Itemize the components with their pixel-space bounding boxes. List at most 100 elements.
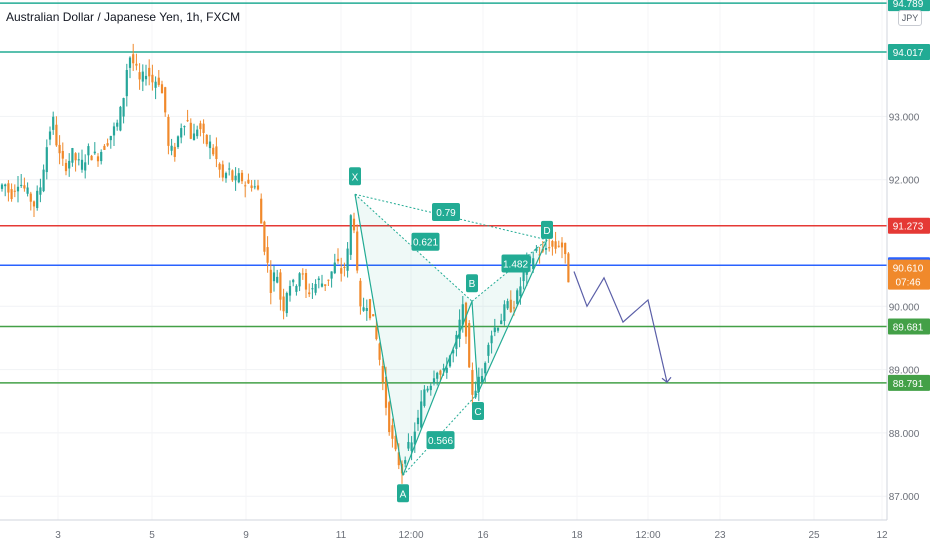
candle-body — [490, 335, 493, 344]
candle-body — [269, 269, 272, 293]
harmonic-pattern[interactable]: X A B C D 0.79 0.621 1.482 0.566 — [349, 167, 553, 503]
candle-body — [304, 273, 308, 290]
candle-body — [58, 144, 61, 154]
candle-body — [503, 304, 506, 322]
candle-body — [362, 307, 365, 311]
candle-body — [23, 185, 26, 189]
x-tick-label: 25 — [808, 530, 820, 541]
candle-body — [154, 81, 157, 88]
x-tick-label: 9 — [243, 530, 249, 541]
candle-body — [356, 231, 359, 271]
projection-path[interactable] — [573, 271, 672, 384]
candle-body — [122, 98, 125, 117]
candle-body — [314, 283, 317, 293]
candle-body — [260, 198, 263, 224]
level-tag-89.681 — [888, 318, 930, 335]
candle-body — [64, 162, 68, 172]
projection-line — [573, 271, 668, 383]
candle-body — [282, 296, 285, 312]
pattern-point-marker — [397, 484, 409, 503]
candle-body — [266, 247, 269, 263]
candle-body — [71, 148, 74, 163]
y-tick-label: 88.000 — [889, 429, 920, 440]
candle-body — [256, 185, 260, 190]
candle-body — [125, 70, 128, 97]
level-tag-text: 89.681 — [893, 322, 924, 333]
candle-body — [0, 184, 4, 189]
bcd-triangle-fill — [472, 239, 547, 394]
level-tag-text: 88.791 — [893, 379, 924, 390]
x-tick-label: 12:00 — [398, 530, 423, 541]
horizontal-levels — [0, 2, 887, 384]
candle-body — [231, 170, 234, 181]
y-tick-label: 93.000 — [889, 112, 920, 123]
candle-body — [381, 366, 384, 383]
candle-body — [42, 169, 45, 192]
candle-body — [103, 145, 106, 150]
candle-body — [324, 284, 327, 286]
candle-body — [551, 240, 554, 247]
candle-body — [384, 376, 388, 408]
candle-body — [407, 441, 410, 449]
candle-body — [333, 262, 336, 274]
xab-triangle-fill — [355, 194, 472, 476]
candle-body — [45, 147, 48, 173]
candle-body — [240, 172, 244, 182]
candle-body — [180, 128, 183, 138]
candle-body — [365, 308, 368, 311]
candle-body — [493, 327, 496, 333]
grid-lines — [0, 0, 887, 520]
candle-body — [285, 292, 288, 314]
last-price-tag — [888, 259, 930, 290]
candle-body — [512, 307, 516, 309]
candle-body — [359, 280, 362, 307]
candle-body — [13, 190, 16, 192]
pattern-point-label: C — [474, 407, 481, 418]
candle-body — [535, 248, 538, 252]
candle-body — [157, 77, 160, 85]
candle-body — [32, 201, 36, 207]
ratio-badge — [411, 232, 440, 251]
candle-body — [228, 168, 231, 170]
candle-body — [55, 124, 58, 146]
x-tick-label: 3 — [55, 530, 61, 541]
candle-body — [343, 267, 346, 269]
candle-body — [516, 290, 519, 304]
candle-body — [477, 376, 480, 392]
candle-body — [84, 162, 87, 171]
candle-body — [436, 372, 439, 379]
pattern-ratio-line — [354, 193, 548, 241]
ratio-badge — [426, 431, 455, 450]
candle-body — [548, 247, 551, 249]
candle-body — [327, 279, 330, 281]
candle-body — [288, 286, 292, 296]
x-tick-label: 23 — [714, 530, 726, 541]
candle-body — [317, 278, 320, 281]
x-tick-label: 18 — [571, 530, 583, 541]
candle-body — [52, 116, 55, 130]
candle-body — [378, 343, 381, 360]
candle-body — [340, 268, 343, 274]
pattern-point-marker — [466, 274, 478, 293]
pattern-point-label: B — [469, 279, 476, 290]
candle-body — [186, 120, 189, 122]
candle-body — [128, 57, 132, 68]
candle-body — [215, 146, 218, 160]
candle-body — [349, 215, 352, 255]
candle-body — [250, 185, 253, 189]
candle-body — [564, 242, 567, 255]
candle-body — [420, 401, 423, 428]
candle-body — [4, 184, 7, 187]
candle-body — [298, 273, 301, 287]
candle-body — [212, 147, 215, 155]
currency-badge[interactable]: JPY — [898, 10, 922, 26]
candle-body — [480, 376, 484, 383]
candle-body — [116, 122, 119, 127]
candle-body — [20, 184, 23, 186]
candle-body — [170, 145, 173, 151]
candle-body — [320, 283, 324, 287]
candle-body — [404, 460, 407, 464]
level-tag-91.273 — [888, 217, 930, 234]
candle-body — [519, 286, 522, 297]
